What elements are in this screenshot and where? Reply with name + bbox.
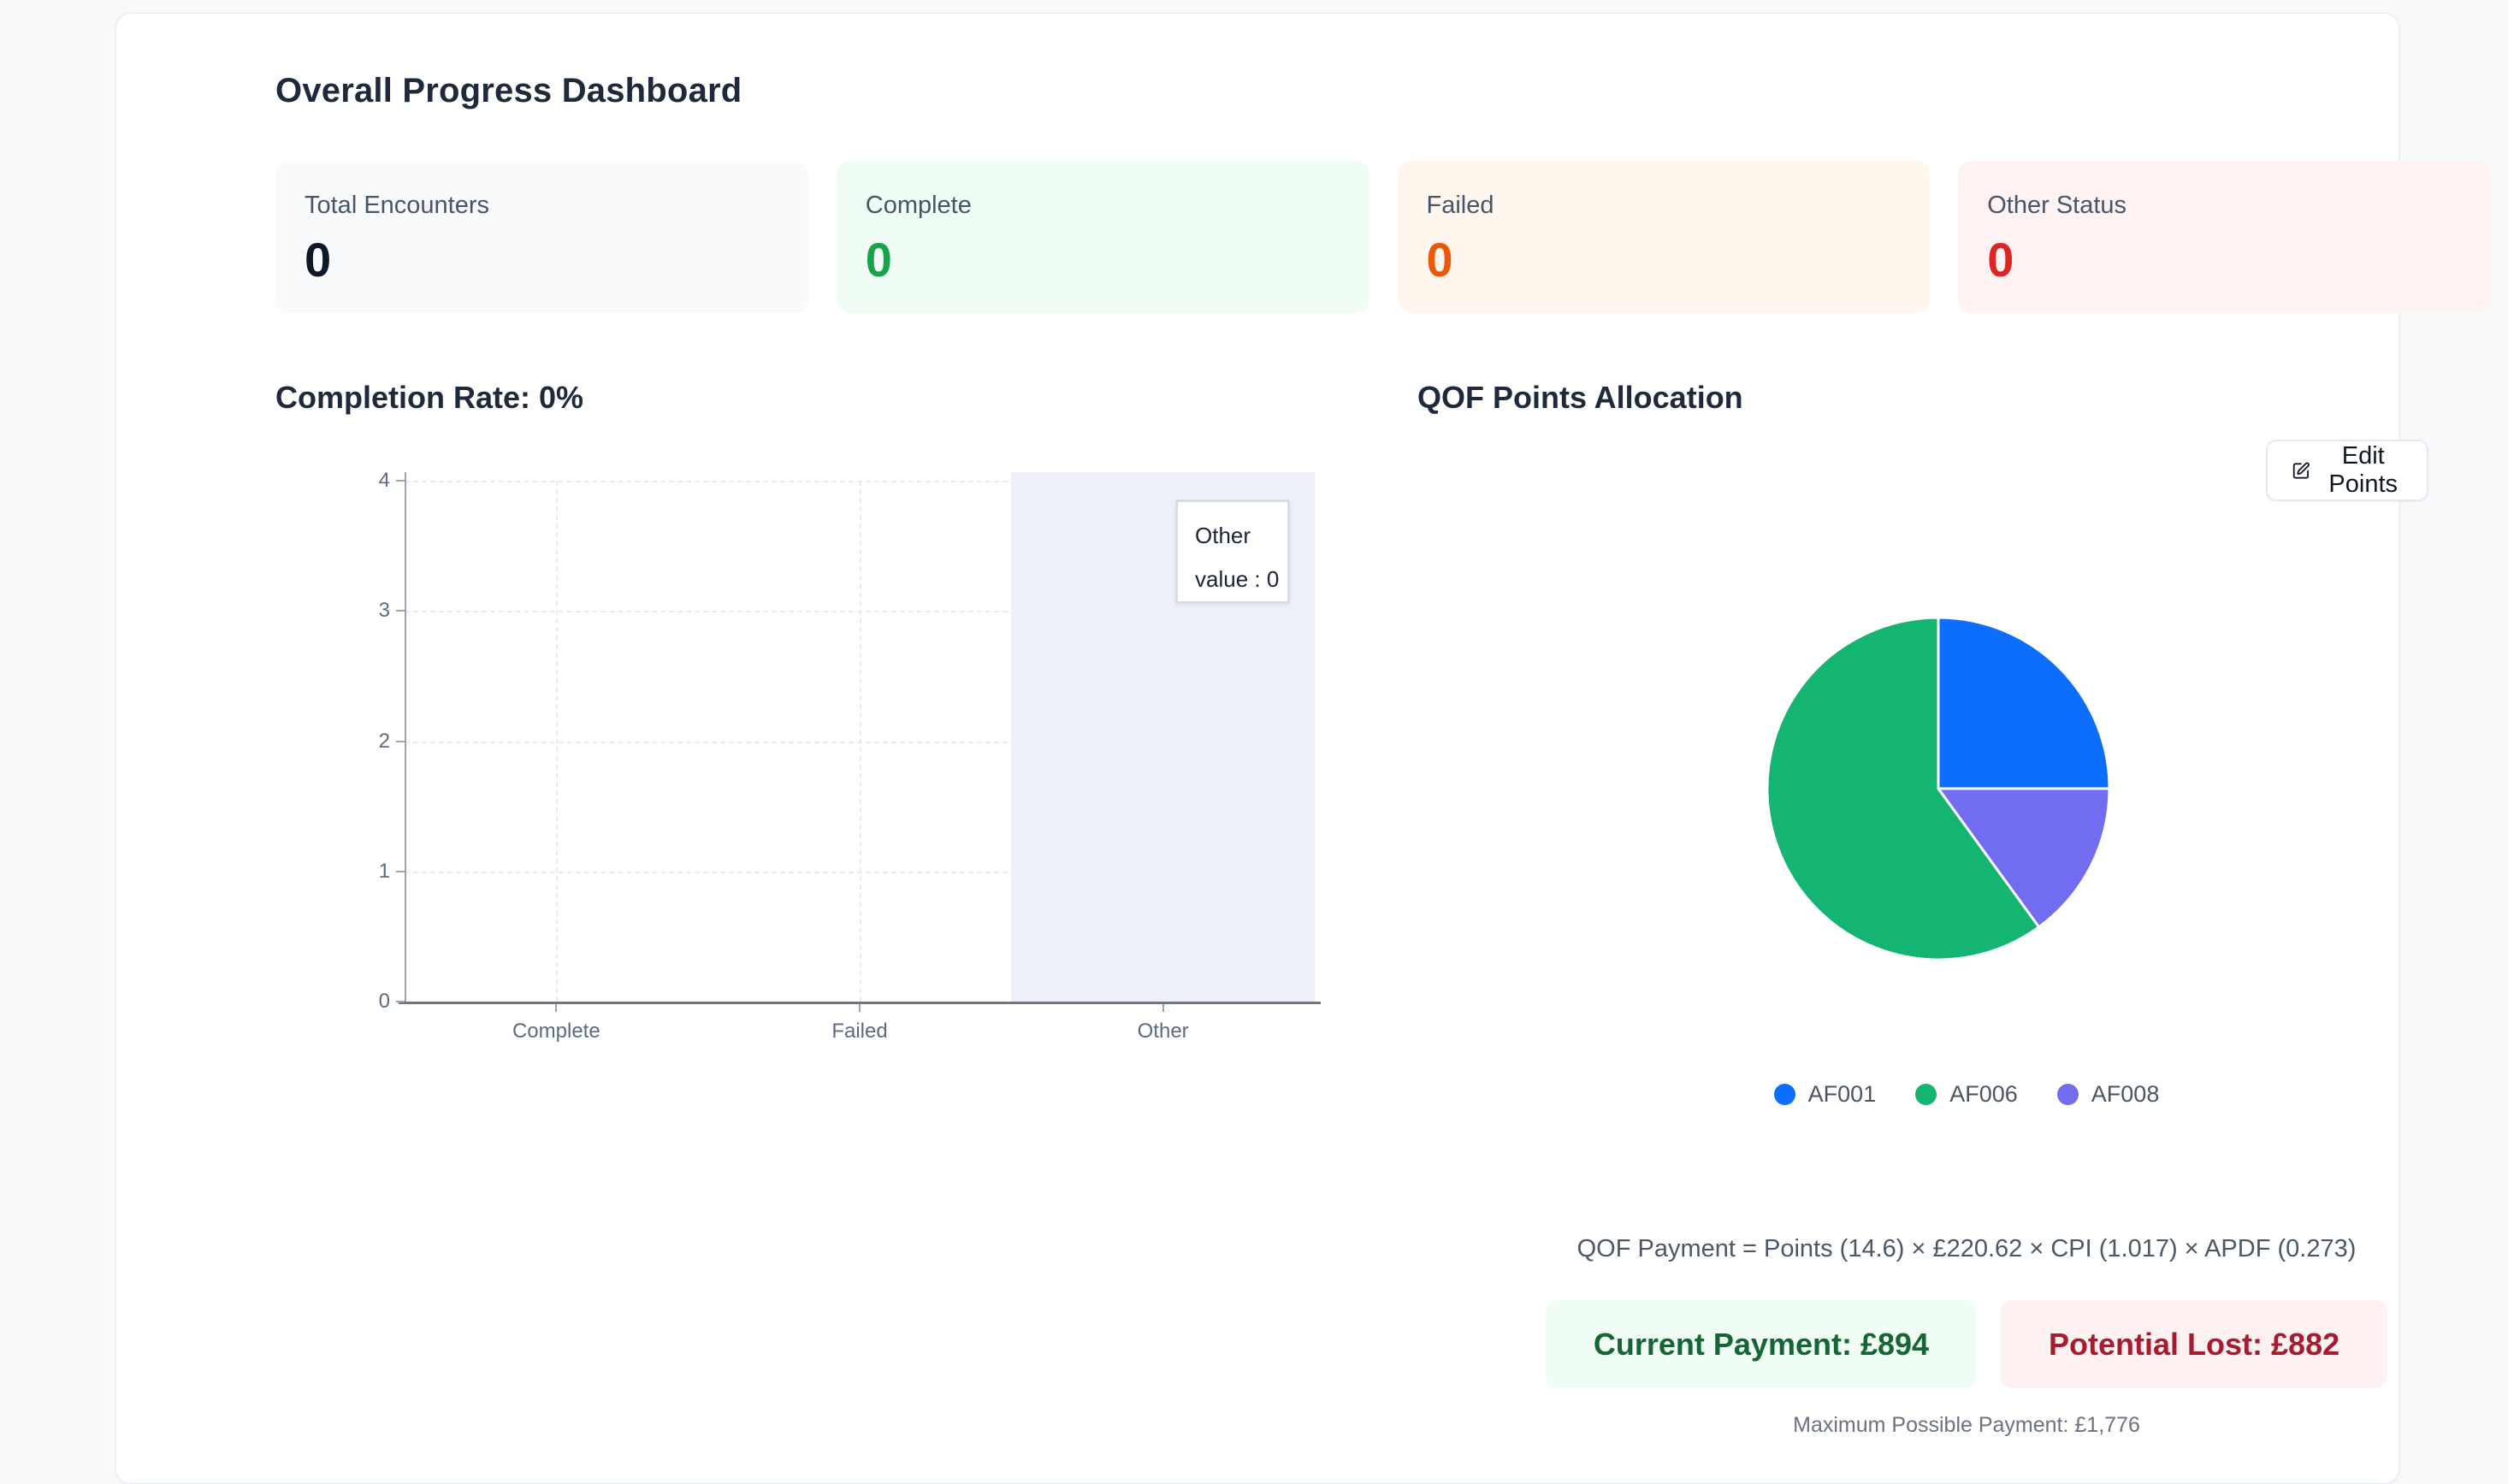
x-axis	[399, 1002, 1321, 1004]
legend-label: AF006	[1949, 1081, 2018, 1107]
edit-points-label: Edit Points	[2328, 442, 2399, 498]
legend-item-af008: AF008	[2056, 1081, 2160, 1108]
tooltip-category: Other	[1195, 523, 1251, 548]
legend-label: AF008	[2091, 1081, 2160, 1107]
stat-label: Total Encounters	[305, 192, 490, 219]
edit-points-button[interactable]: Edit Points	[2266, 440, 2428, 501]
gridline-vertical	[860, 481, 861, 1002]
y-tick	[396, 480, 405, 482]
y-tick-label: 0	[378, 990, 390, 1013]
qof-points-heading: QOF Points Allocation	[1417, 380, 1743, 415]
stat-label: Other Status	[1987, 192, 2127, 219]
stat-value: 0	[305, 233, 332, 287]
x-axis-label: Failed	[831, 1020, 888, 1043]
chart-tooltip: Other value : 0	[1175, 500, 1290, 604]
y-tick	[396, 1001, 405, 1002]
legend-dot-icon	[2056, 1084, 2079, 1105]
legend-item-af001: AF001	[1773, 1081, 1877, 1108]
stats-row: Total Encounters 0 Complete 0 Failed 0 O…	[275, 161, 2491, 313]
stat-value: 0	[865, 233, 892, 287]
qof-points-pie-chart[interactable]	[1764, 614, 2113, 963]
stat-card-total-encounters: Total Encounters 0	[275, 161, 808, 313]
legend-label: AF001	[1807, 1081, 1877, 1107]
y-axis	[405, 472, 406, 1002]
completion-rate-heading: Completion Rate: 0%	[275, 380, 584, 415]
y-tick-label: 4	[378, 469, 390, 492]
y-tick-label: 1	[378, 859, 390, 883]
dashboard-card: Overall Progress Dashboard Total Encount…	[115, 13, 2491, 1484]
qof-formula: QOF Payment = Points (14.6) × £220.62 × …	[1576, 1235, 2357, 1262]
current-payment-badge: Current Payment: £894	[1545, 1300, 1978, 1388]
x-tick	[859, 1004, 861, 1012]
y-tick-label: 2	[378, 729, 390, 753]
legend-dot-icon	[1773, 1084, 1795, 1105]
tooltip-value: value : 0	[1195, 566, 1280, 592]
stat-label: Failed	[1426, 192, 1494, 219]
y-tick	[396, 740, 405, 742]
legend-item-af006: AF006	[1915, 1081, 2018, 1108]
square-pen-icon	[2292, 462, 2310, 479]
pie-slice-af006[interactable]	[1766, 616, 2041, 961]
pie-legend: AF001 AF006 AF008	[1417, 1081, 2508, 1108]
payment-row: Current Payment: £894 Potential Lost: £8…	[1417, 1300, 2508, 1388]
page-title: Overall Progress Dashboard	[275, 72, 742, 109]
x-tick	[1162, 1004, 1164, 1012]
stat-card-complete: Complete 0	[836, 161, 1369, 313]
gridline-vertical	[556, 481, 559, 1002]
y-tick	[396, 870, 405, 872]
pie-slice-af008[interactable]	[1937, 787, 2111, 929]
completion-bar-chart[interactable]: 0 1 2 3 4 Complete Failed Other Other value : 0	[379, 470, 1340, 1068]
stat-label: Complete	[865, 192, 972, 219]
potential-lost-badge: Potential Lost: £882	[2001, 1300, 2388, 1388]
stat-value: 0	[1426, 233, 1453, 287]
legend-dot-icon	[1915, 1084, 1937, 1105]
x-axis-label: Other	[1137, 1020, 1189, 1043]
pie-slice-af001[interactable]	[1937, 616, 2111, 790]
stat-card-other-status: Other Status 0	[1958, 161, 2491, 313]
y-tick-label: 3	[378, 599, 390, 623]
x-tick	[555, 1004, 558, 1012]
stat-card-failed: Failed 0	[1397, 161, 1931, 313]
stat-value: 0	[1987, 233, 2014, 287]
y-tick	[396, 610, 405, 612]
max-payment-note: Maximum Possible Payment: £1,776	[1793, 1413, 2140, 1437]
x-axis-label: Complete	[512, 1020, 600, 1043]
